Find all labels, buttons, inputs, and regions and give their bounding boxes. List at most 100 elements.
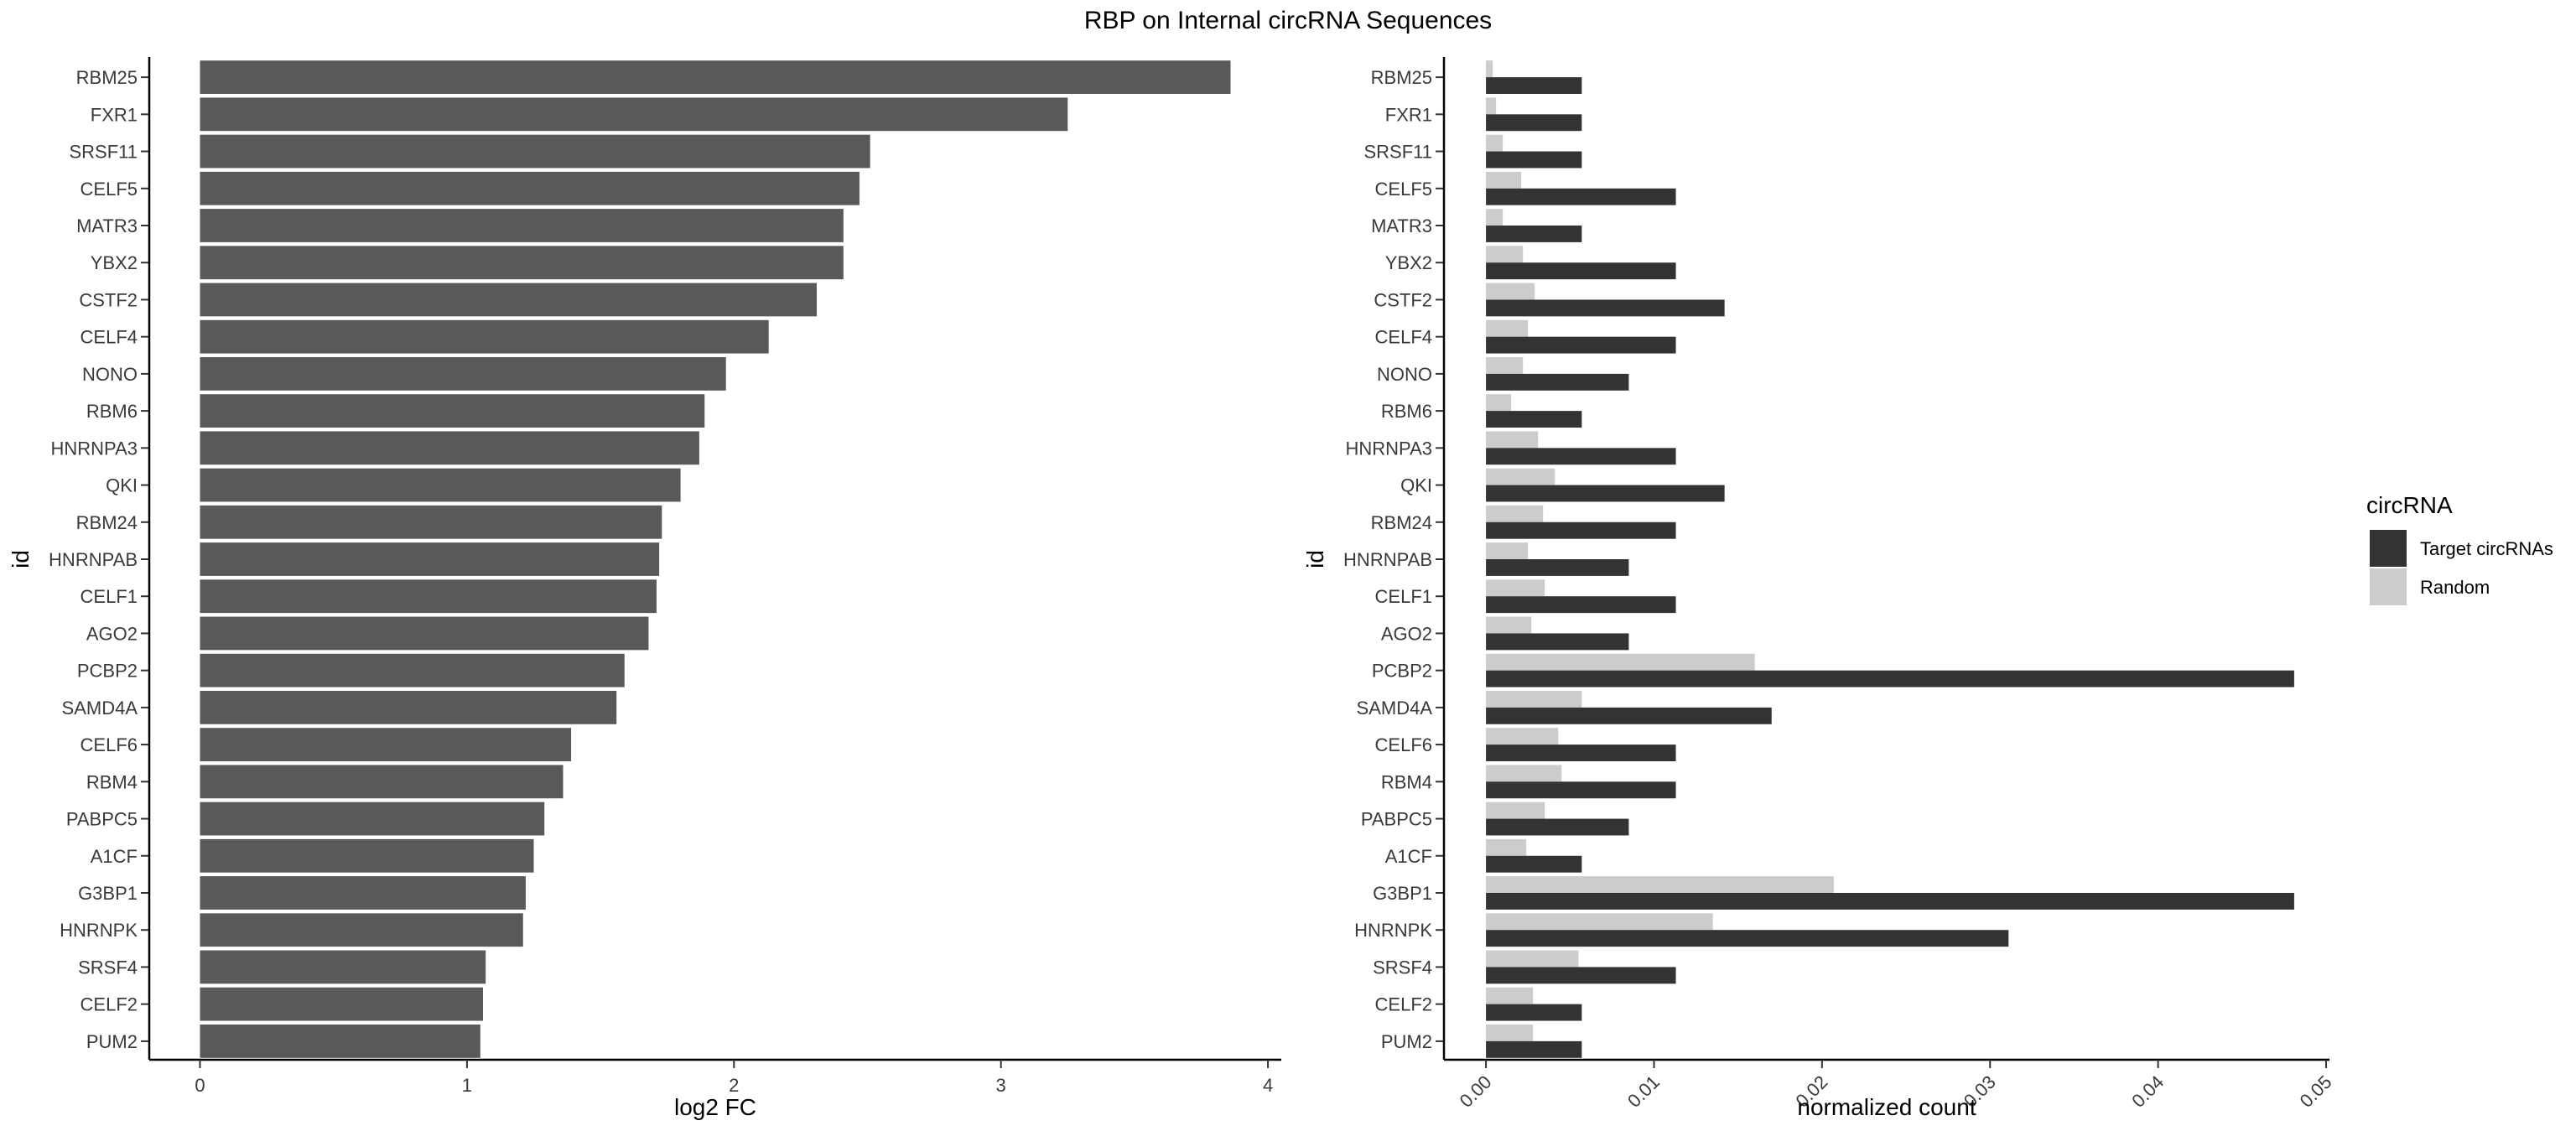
bar-log2fc-g3bp1 <box>200 876 526 910</box>
y-tick-label-right-ybx2: YBX2 <box>1385 252 1432 273</box>
y-tick-label-right-rbm4: RBM4 <box>1381 771 1432 792</box>
bar-log2fc-qki <box>200 468 681 502</box>
bar-target-celf6 <box>1486 744 1676 762</box>
bar-target-matr3 <box>1486 226 1582 242</box>
y-tick-label-left-qki: QKI <box>106 475 138 496</box>
bar-log2fc-matr3 <box>200 209 844 242</box>
bar-target-rbm4 <box>1486 781 1676 799</box>
y-tick-label-right-pabpc5: PABPC5 <box>1361 809 1432 830</box>
bar-log2fc-a1cf <box>200 838 534 873</box>
legend-swatch-target-circrnas <box>2370 530 2407 567</box>
bar-log2fc-pabpc5 <box>200 802 545 836</box>
bar-target-rbm24 <box>1486 521 1676 539</box>
y-tick-label-left-celf1: CELF1 <box>80 586 138 607</box>
bar-log2fc-ago2 <box>200 616 649 651</box>
bar-log2fc-rbm24 <box>200 505 662 539</box>
x-tick-label-left-1: 1 <box>462 1075 472 1096</box>
bar-random-nono <box>1486 356 1524 374</box>
bar-log2fc-ybx2 <box>200 246 844 280</box>
y-tick-label-left-celf5: CELF5 <box>80 179 138 200</box>
bar-log2fc-hnrnpab <box>200 542 660 576</box>
bar-log2fc-celf2 <box>200 987 483 1021</box>
y-tick-label-left-cstf2: CSTF2 <box>79 289 138 310</box>
y-tick-label-left-rbm6: RBM6 <box>86 401 138 422</box>
y-axis-title-right: id <box>1302 550 1328 568</box>
bar-random-qki <box>1486 468 1555 485</box>
x-axis-title-left: log2 FC <box>674 1094 756 1120</box>
bar-log2fc-pcbp2 <box>200 653 625 687</box>
y-tick-label-right-matr3: MATR3 <box>1371 215 1432 236</box>
bar-target-celf4 <box>1486 336 1676 354</box>
bar-log2fc-pum2 <box>200 1024 480 1058</box>
x-tick-label-right-0-04: 0.04 <box>2127 1071 2168 1112</box>
bar-random-celf6 <box>1486 728 1559 745</box>
bar-log2fc-hnrnpk <box>200 913 523 947</box>
bar-log2fc-rbm25 <box>200 60 1231 95</box>
y-tick-label-right-samd4a: SAMD4A <box>1357 698 1433 719</box>
y-tick-label-left-nono: NONO <box>82 364 138 385</box>
bar-random-srsf11 <box>1486 134 1504 152</box>
x-tick-label-right-0-00: 0.00 <box>1456 1071 1496 1112</box>
bar-target-celf1 <box>1486 596 1676 614</box>
y-tick-label-left-a1cf: A1CF <box>91 846 138 867</box>
bar-random-a1cf <box>1486 838 1527 856</box>
bar-random-rbm24 <box>1486 505 1544 522</box>
y-tick-label-left-hnrnpk: HNRNPK <box>60 920 138 941</box>
legend-label-target-circrnas: Target circRNAs <box>2420 538 2553 559</box>
y-tick-label-left-srsf4: SRSF4 <box>78 957 138 978</box>
y-tick-label-left-ybx2: YBX2 <box>91 252 138 273</box>
bar-random-samd4a <box>1486 690 1582 708</box>
y-tick-label-right-nono: NONO <box>1377 364 1432 385</box>
bar-log2fc-celf5 <box>200 171 860 205</box>
y-tick-label-right-hnrnpk: HNRNPK <box>1354 920 1432 941</box>
x-tick-label-left-2: 2 <box>729 1075 739 1096</box>
chart-title: RBP on Internal circRNA Sequences <box>1084 7 1492 34</box>
bar-random-pcbp2 <box>1486 653 1755 671</box>
bar-random-hnrnpk <box>1486 913 1713 931</box>
y-tick-label-right-celf1: CELF1 <box>1375 586 1432 607</box>
bar-log2fc-srsf11 <box>200 134 870 169</box>
bar-target-nono <box>1486 373 1629 391</box>
bar-random-cstf2 <box>1486 283 1535 300</box>
bar-random-matr3 <box>1486 209 1504 226</box>
bar-random-rbm6 <box>1486 394 1512 412</box>
bar-random-srsf4 <box>1486 950 1579 968</box>
x-tick-label-left-3: 3 <box>996 1075 1006 1096</box>
y-tick-label-right-hnrnpab: HNRNPAB <box>1343 549 1432 570</box>
y-tick-label-left-celf2: CELF2 <box>80 994 138 1015</box>
y-tick-label-left-rbm24: RBM24 <box>76 512 138 533</box>
y-tick-label-right-cstf2: CSTF2 <box>1374 289 1432 310</box>
bar-random-rbm4 <box>1486 765 1562 782</box>
bar-log2fc-nono <box>200 356 726 391</box>
y-tick-label-left-hnrnpab: HNRNPAB <box>49 549 138 570</box>
bar-random-celf1 <box>1486 579 1545 597</box>
y-tick-label-left-pabpc5: PABPC5 <box>66 809 138 830</box>
bar-random-pum2 <box>1486 1024 1534 1041</box>
bar-random-ago2 <box>1486 616 1532 634</box>
y-tick-label-right-qki: QKI <box>1400 475 1432 496</box>
bar-random-g3bp1 <box>1486 876 1834 893</box>
y-tick-label-left-ago2: AGO2 <box>86 623 138 644</box>
y-tick-label-left-matr3: MATR3 <box>76 215 138 236</box>
y-axis-title-left: id <box>8 550 34 568</box>
y-tick-label-right-hnrnpa3: HNRNPA3 <box>1345 438 1432 459</box>
y-tick-label-right-fxr1: FXR1 <box>1385 104 1432 125</box>
y-tick-label-right-srsf11: SRSF11 <box>1363 142 1432 163</box>
bar-random-rbm25 <box>1486 60 1493 78</box>
y-tick-label-right-ago2: AGO2 <box>1381 623 1432 644</box>
bar-target-qki <box>1486 485 1725 502</box>
y-tick-label-left-samd4a: SAMD4A <box>62 698 138 719</box>
y-tick-label-right-srsf4: SRSF4 <box>1373 957 1432 978</box>
bar-target-pum2 <box>1486 1040 1582 1058</box>
y-tick-label-left-celf6: CELF6 <box>80 734 138 755</box>
bar-random-hnrnpa3 <box>1486 431 1539 449</box>
x-axis-title-right: normalized count <box>1797 1094 1976 1120</box>
bar-random-pabpc5 <box>1486 802 1545 819</box>
bar-log2fc-hnrnpa3 <box>200 431 699 465</box>
bar-log2fc-rbm4 <box>200 765 564 799</box>
bar-log2fc-fxr1 <box>200 97 1068 132</box>
bar-target-pcbp2 <box>1486 670 2294 687</box>
bar-random-hnrnpab <box>1486 542 1529 559</box>
